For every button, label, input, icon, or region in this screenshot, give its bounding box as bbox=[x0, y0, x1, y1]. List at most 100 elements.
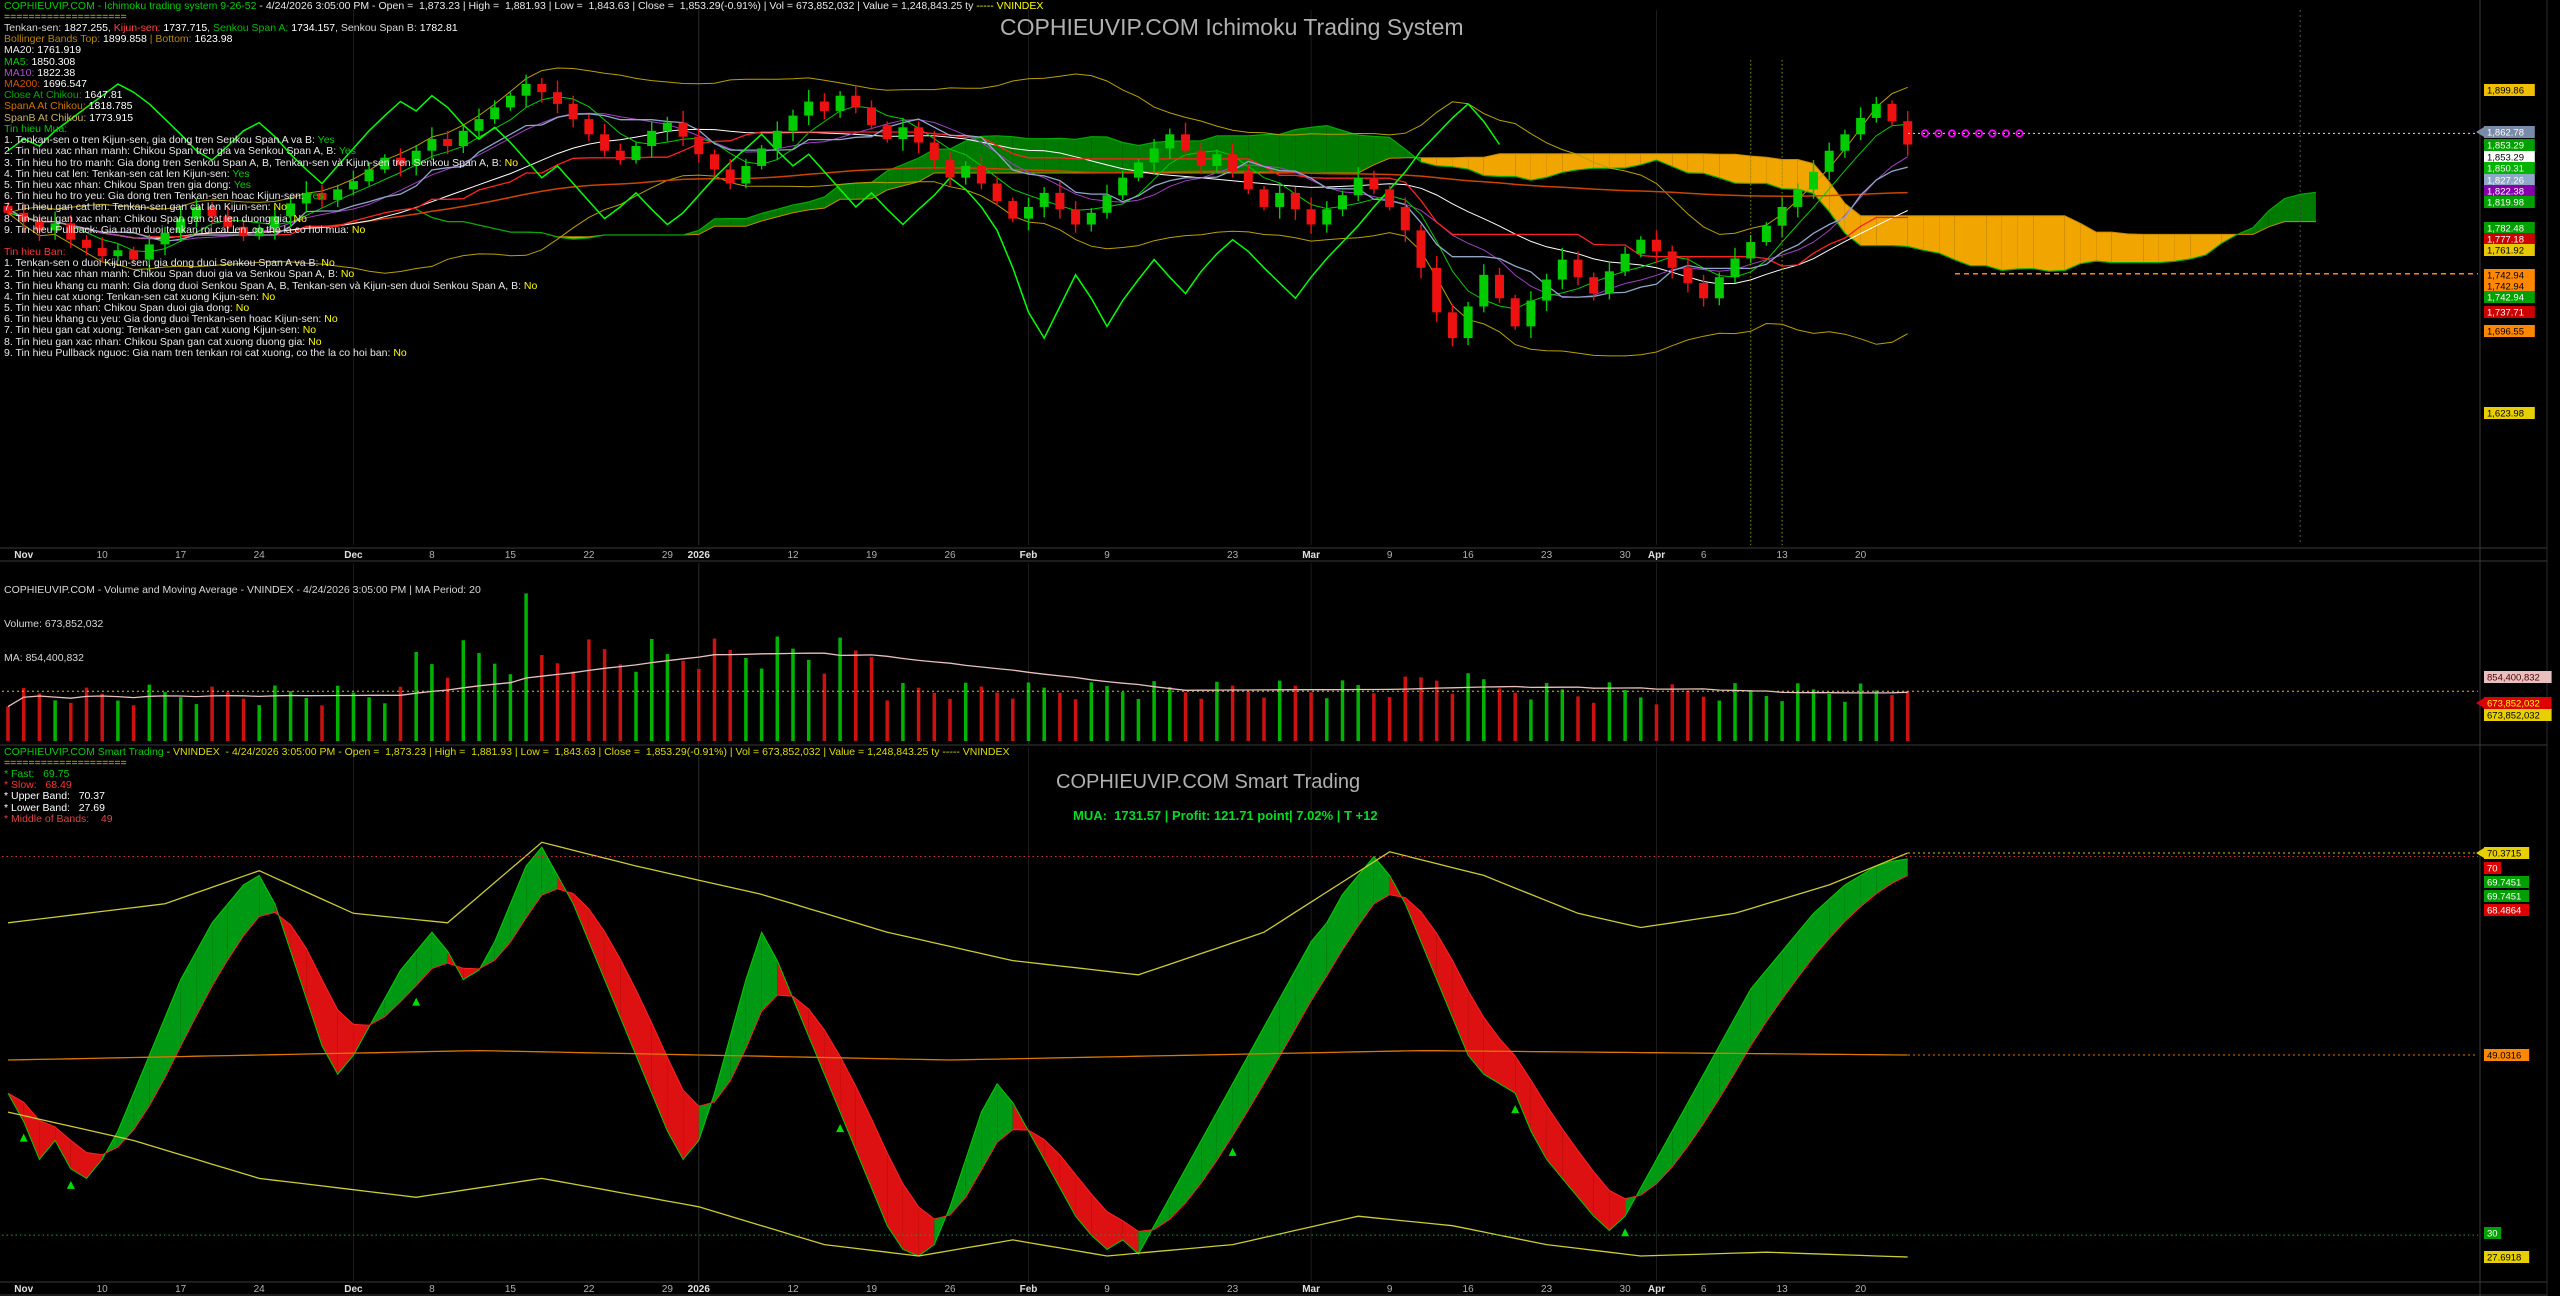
svg-text:Apr: Apr bbox=[1648, 1284, 1665, 1295]
svg-text:Nov: Nov bbox=[14, 550, 33, 561]
smart-panel-header: COPHIEUVIP.COM Smart Trading - VNINDEX -… bbox=[4, 746, 1010, 758]
indicator-line: Close At Chikou: 1647.81 bbox=[4, 89, 123, 102]
svg-text:10: 10 bbox=[97, 1284, 109, 1295]
svg-text:9: 9 bbox=[1104, 1284, 1110, 1295]
signal-line: 7. Tin hieu gan cat xuong: Tenkan-sen ga… bbox=[4, 324, 317, 337]
smart-watermark: COPHIEUVIP.COM Smart Trading bbox=[1056, 771, 1361, 793]
signal-line: 8. Tin hieu gan xac nhan: Chikou Span ga… bbox=[4, 212, 307, 225]
smart-stat-line: * Upper Band: 70.37 bbox=[4, 790, 105, 803]
candlestick-series bbox=[3, 74, 1913, 347]
svg-text:19: 19 bbox=[866, 1284, 878, 1295]
smart-stat-line: * Slow: 68.49 bbox=[4, 779, 72, 792]
signal-line: 4. Tin hieu cat xuong: Tenkan-sen cat xu… bbox=[4, 290, 276, 303]
svg-text:1,853.29: 1,853.29 bbox=[2487, 153, 2524, 164]
smart-buy-arrows bbox=[19, 997, 1630, 1237]
signal-line: 5. Tin hieu xac nhan: Chikou Span duoi g… bbox=[4, 301, 250, 314]
svg-text:22: 22 bbox=[583, 1284, 595, 1295]
svg-text:Mar: Mar bbox=[1302, 1284, 1320, 1295]
price-axis-labels[interactable]: 1,899.861,862.781,853.291,853.291,850.31… bbox=[2476, 84, 2535, 420]
smart-bands bbox=[2, 841, 2478, 1258]
svg-text:9: 9 bbox=[1104, 550, 1110, 561]
svg-text:22: 22 bbox=[583, 550, 595, 561]
svg-text:24: 24 bbox=[254, 550, 266, 561]
svg-text:9: 9 bbox=[1387, 550, 1393, 561]
svg-text:1,850.31: 1,850.31 bbox=[2487, 164, 2524, 175]
signal-line: 9. Tin hieu Pullback: Gia nam duoi tenka… bbox=[4, 223, 366, 236]
svg-text:Dec: Dec bbox=[344, 1284, 363, 1295]
svg-text:1,819.98: 1,819.98 bbox=[2487, 198, 2524, 209]
svg-text:29: 29 bbox=[662, 550, 674, 561]
svg-text:29: 29 bbox=[662, 1284, 674, 1295]
signal-line: 8. Tin hieu gan xac nhan: Chikou Span ga… bbox=[4, 335, 322, 348]
svg-text:1,822.38: 1,822.38 bbox=[2487, 187, 2524, 198]
svg-text:9: 9 bbox=[1387, 1284, 1393, 1295]
svg-text:30: 30 bbox=[1620, 550, 1632, 561]
svg-text:1,623.98: 1,623.98 bbox=[2487, 409, 2524, 420]
buy-signal-banner: MUA: 1731.57 | Profit: 121.71 point| 7.0… bbox=[1073, 808, 1378, 823]
svg-text:Feb: Feb bbox=[1020, 550, 1038, 561]
ichimoku-cloud bbox=[416, 125, 2316, 272]
ichimoku-watermark: COPHIEUVIP.COM Ichimoku Trading System bbox=[1000, 14, 1464, 40]
signal-line: 6. Tin hieu khang cu yeu: Gia dong duoi … bbox=[4, 313, 338, 326]
svg-text:Feb: Feb bbox=[1020, 1284, 1038, 1295]
svg-text:6: 6 bbox=[1701, 550, 1707, 561]
svg-text:69.7451: 69.7451 bbox=[2487, 878, 2521, 889]
svg-text:27.6918: 27.6918 bbox=[2487, 1253, 2521, 1264]
svg-text:1,737.71: 1,737.71 bbox=[2487, 308, 2524, 319]
svg-text:20: 20 bbox=[1855, 1284, 1867, 1295]
svg-text:69.7451: 69.7451 bbox=[2487, 892, 2521, 903]
ichimoku-panel-header: COPHIEUVIP.COM - Ichimoku trading system… bbox=[4, 0, 1044, 12]
signal-line: 1. Tenkan-sen o duoi Kijun-sen, gia dong… bbox=[4, 257, 335, 270]
svg-text:49.0316: 49.0316 bbox=[2487, 1051, 2521, 1062]
indicator-line: MA5: 1850.308 bbox=[4, 55, 76, 68]
svg-text:2026: 2026 bbox=[688, 550, 711, 561]
signal-list-title: Tin hieu Mua: bbox=[4, 123, 68, 135]
time-axis-top[interactable]: Nov 10 17 24 Dec 8 15 22 29 2026 12 19 26 Feb 9 23 Mar 9 1… bbox=[14, 550, 1866, 561]
month-gridlines bbox=[352, 10, 1657, 1281]
svg-text:1,862.78: 1,862.78 bbox=[2487, 128, 2524, 139]
svg-text:2026: 2026 bbox=[688, 1284, 711, 1295]
signal-list-title: Tin hieu Ban: bbox=[4, 246, 66, 258]
ichimoku-indicator-readout: Tenkan-sen: 1827.255, Kijun-sen: 1737.71… bbox=[4, 22, 458, 124]
indicator-line: Tenkan-sen: 1827.255, Kijun-sen: 1737.71… bbox=[4, 22, 458, 34]
svg-text:Dec: Dec bbox=[344, 550, 363, 561]
svg-text:17: 17 bbox=[175, 550, 187, 561]
smart-header-separator: ==================== bbox=[4, 757, 127, 769]
signal-line: 6. Tin hieu ho tro yeu: Gia dong tren Te… bbox=[4, 190, 324, 203]
svg-text:68.4864: 68.4864 bbox=[2487, 906, 2521, 917]
svg-text:23: 23 bbox=[1541, 550, 1553, 561]
svg-text:10: 10 bbox=[97, 550, 109, 561]
svg-text:23: 23 bbox=[1227, 550, 1239, 561]
svg-text:1,742.94: 1,742.94 bbox=[2487, 293, 2524, 304]
ichimoku-lines bbox=[7, 67, 2316, 357]
svg-text:Apr: Apr bbox=[1648, 550, 1665, 561]
svg-text:12: 12 bbox=[787, 1284, 799, 1295]
svg-text:673,852,032: 673,852,032 bbox=[2487, 699, 2540, 710]
svg-text:1,742.94: 1,742.94 bbox=[2487, 271, 2524, 282]
svg-text:1,696.55: 1,696.55 bbox=[2487, 327, 2524, 338]
signal-line: 2. Tin hieu xac nhan manh: Chikou Span d… bbox=[4, 268, 355, 281]
volume-ma-readout: MA: 854,400,832 bbox=[4, 651, 84, 664]
signal-line: 3. Tin hieu khang cu manh: Gia dong duoi… bbox=[4, 279, 538, 292]
oscillator-axis-labels[interactable]: 70.3715 70 69.7451 69.7451 68.4864 49.0316 30 2… bbox=[2476, 847, 2530, 1264]
svg-text:19: 19 bbox=[866, 550, 878, 561]
indicator-line: Bollinger Bands Top: 1899.858 | Bottom: … bbox=[4, 33, 233, 46]
svg-text:70: 70 bbox=[2487, 864, 2498, 875]
svg-text:20: 20 bbox=[1855, 550, 1867, 561]
svg-text:Mar: Mar bbox=[1302, 550, 1320, 561]
svg-text:15: 15 bbox=[505, 550, 517, 561]
svg-text:673,852,032: 673,852,032 bbox=[2487, 711, 2540, 722]
smart-indicator-readout: * Fast: 69.75 * Slow: 68.49 * Upper Band: … bbox=[4, 768, 113, 825]
svg-text:24: 24 bbox=[254, 1284, 266, 1295]
time-axis-bottom[interactable]: Nov 10 17 24 Dec 8 15 22 29 2026 12 19 26 Feb 9 23 Mar 9 1… bbox=[14, 1284, 1866, 1295]
buy-signal-list: Tin hieu Mua: 1. Tenkan-sen o tren Kijun-… bbox=[4, 123, 518, 236]
ichimoku-header-separator: ==================== bbox=[4, 11, 127, 23]
signal-line: 9. Tin hieu Pullback nguoc: Gia nam tren… bbox=[4, 346, 407, 359]
volume-panel-header: COPHIEUVIP.COM - Volume and Moving Avera… bbox=[4, 563, 481, 686]
svg-text:17: 17 bbox=[175, 1284, 187, 1295]
indicator-line: MA20: 1761.919 bbox=[4, 44, 82, 57]
